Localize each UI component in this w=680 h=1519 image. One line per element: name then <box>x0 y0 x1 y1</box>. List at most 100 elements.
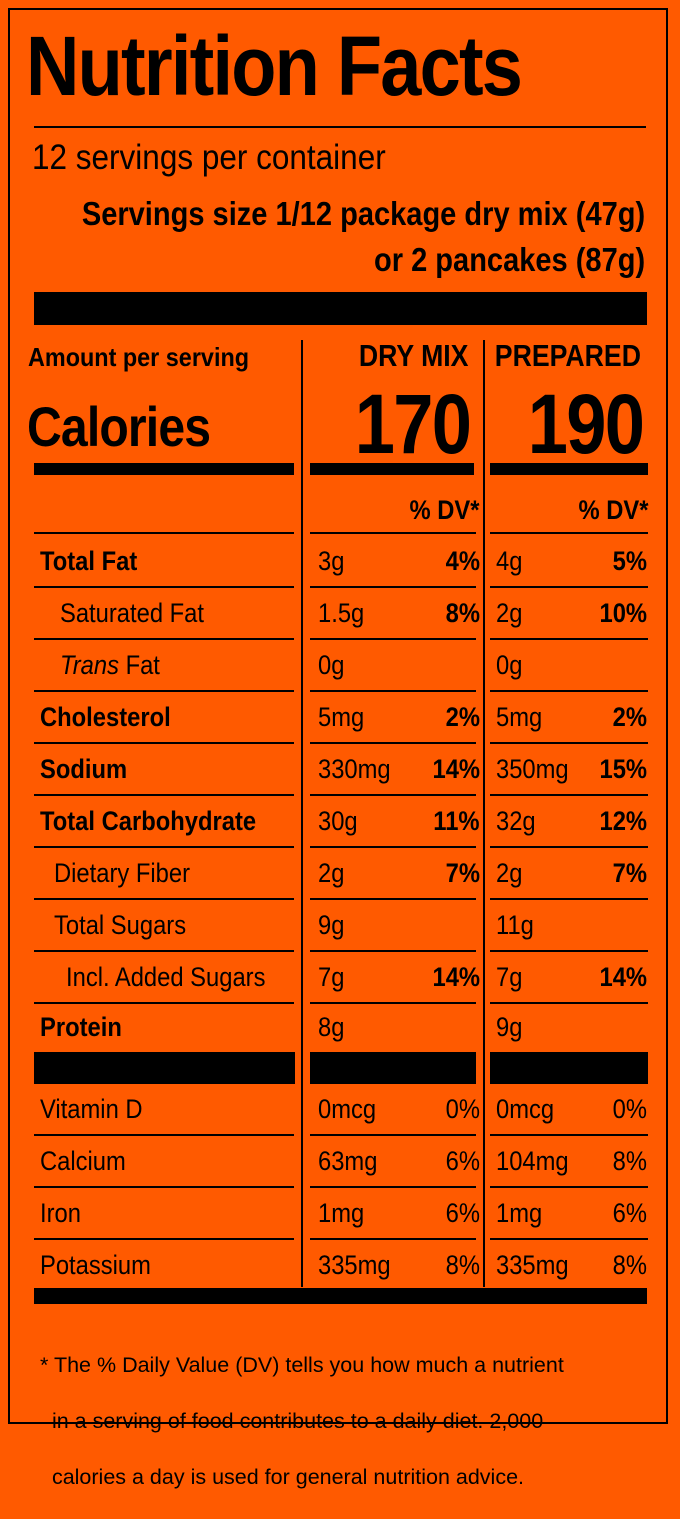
trans-label-rest: Fat <box>118 650 160 680</box>
nutrition-facts-panel <box>8 8 668 1424</box>
prepared-amount: 2g <box>496 858 523 888</box>
nutrient-label: Total Sugars <box>54 910 187 940</box>
row-divider <box>34 532 294 534</box>
vitamin-row-potassium: Potassium 335mg 8% 335mg 8% <box>0 1240 680 1292</box>
row-divider <box>310 532 476 534</box>
prepared-dv: 8% <box>612 1146 647 1176</box>
servings-per-container: 12 servings per container <box>32 138 386 177</box>
prepared-calories: 190 <box>527 377 645 471</box>
dry-mix-amount: 9g <box>318 910 345 940</box>
prepared-dv-header: % DV* <box>579 495 649 525</box>
nutrient-label: Protein <box>40 1012 122 1042</box>
prepared-amount: 335mg <box>496 1250 569 1280</box>
prepared-amount: 7g <box>496 962 523 992</box>
prepared-amount: 32g <box>496 806 536 836</box>
dry-mix-amount: 8g <box>318 1012 345 1042</box>
nutrient-row-total-carbohydrate: Total Carbohydrate 30g 11% 32g 12% <box>0 796 680 848</box>
calories-divider-dry <box>310 463 474 475</box>
dry-mix-amount: 30g <box>318 806 358 836</box>
prepared-amount: 350mg <box>496 754 569 784</box>
prepared-amount: 11g <box>496 910 534 940</box>
dry-mix-dv: 14% <box>432 754 480 784</box>
vitamin-label: Calcium <box>40 1146 126 1176</box>
prepared-amount: 5mg <box>496 702 543 732</box>
row-divider <box>490 532 648 534</box>
dry-mix-amount: 63mg <box>318 1146 378 1176</box>
nutrient-row-trans-fat: Trans Fat 0g 0g <box>0 640 680 692</box>
dry-mix-dv: 2% <box>445 702 480 732</box>
vitamin-row-calcium: Calcium 63mg 6% 104mg 8% <box>0 1136 680 1188</box>
dry-mix-dv: 14% <box>432 962 480 992</box>
footnote-line: in a serving of food contributes to a da… <box>40 1409 544 1433</box>
prepared-dv: 12% <box>599 806 647 836</box>
calories-divider-prepared <box>490 463 648 475</box>
column-separator-2 <box>483 340 485 1287</box>
prepared-dv: 8% <box>612 1250 647 1280</box>
footnote-line: * The % Daily Value (DV) tells you how m… <box>40 1353 564 1377</box>
dry-mix-dv-header: % DV* <box>410 495 480 525</box>
vitamin-label: Vitamin D <box>40 1094 143 1124</box>
title-divider <box>34 126 646 128</box>
calories-label: Calories <box>27 395 211 458</box>
nutrient-row-sodium: Sodium 330mg 14% 350mg 15% <box>0 744 680 796</box>
nutrient-label: Total Carbohydrate <box>40 806 257 836</box>
prepared-amount: 1mg <box>496 1198 543 1228</box>
thick-divider-bottom <box>34 1288 647 1304</box>
nutrient-row-added-sugars: Incl. Added Sugars 7g 14% 7g 14% <box>0 952 680 1004</box>
nutrient-label: Total Fat <box>40 546 138 576</box>
serving-size-line-1: Servings size 1/12 package dry mix (47g) <box>81 195 645 232</box>
nutrient-label: Saturated Fat <box>60 598 204 628</box>
prepared-amount: 4g <box>496 546 523 576</box>
dry-mix-amount: 7g <box>318 962 345 992</box>
serving-size-line-2: or 2 pancakes (87g) <box>373 241 645 278</box>
vitamin-row-vitamin-d: Vitamin D 0mcg 0% 0mcg 0% <box>0 1084 680 1136</box>
dry-mix-dv: 4% <box>445 546 480 576</box>
dry-mix-dv: 0% <box>445 1094 480 1124</box>
nutrient-label: Dietary Fiber <box>54 858 191 888</box>
prepared-amount: 2g <box>496 598 523 628</box>
nutrient-row-total-fat: Total Fat 3g 4% 4g 5% <box>0 536 680 588</box>
dry-mix-dv: 8% <box>445 598 480 628</box>
dry-mix-amount: 335mg <box>318 1250 391 1280</box>
trans-italic-label: Trans <box>60 650 119 680</box>
nutrient-label: Incl. Added Sugars <box>66 962 266 992</box>
dry-mix-amount: 0mcg <box>318 1094 377 1124</box>
prepared-dv: 14% <box>599 962 647 992</box>
dry-mix-amount: 5mg <box>318 702 365 732</box>
prepared-dv: 15% <box>599 754 647 784</box>
prepared-amount: 0g <box>496 650 523 680</box>
prepared-dv: 7% <box>612 858 647 888</box>
dry-mix-amount: 3g <box>318 546 345 576</box>
prepared-dv: 2% <box>612 702 647 732</box>
nutrient-row-cholesterol: Cholesterol 5mg 2% 5mg 2% <box>0 692 680 744</box>
prepared-dv: 0% <box>612 1094 647 1124</box>
thick-divider-top <box>34 292 647 325</box>
dry-mix-amount: 330mg <box>318 754 391 784</box>
prepared-amount: 104mg <box>496 1146 569 1176</box>
column-separator-1 <box>301 340 303 1287</box>
nutrient-row-total-sugars: Total Sugars 9g 11g <box>0 900 680 952</box>
amount-per-serving: Amount per serving <box>28 342 250 372</box>
nutrient-row-protein: Protein 8g 9g <box>0 1002 680 1054</box>
nutrient-label: Trans Fat <box>60 640 160 691</box>
dry-mix-dv: 6% <box>445 1198 480 1228</box>
dry-mix-amount: 1mg <box>318 1198 365 1228</box>
dry-mix-dv: 6% <box>445 1146 480 1176</box>
dry-mix-amount: 0g <box>318 650 345 680</box>
prepared-dv: 6% <box>612 1198 647 1228</box>
label-title: Nutrition Facts <box>26 19 523 113</box>
thick-divider-vitamins <box>490 1052 648 1084</box>
dry-mix-dv: 11% <box>433 806 480 836</box>
prepared-header: PREPARED <box>494 338 641 373</box>
prepared-amount: 0mcg <box>496 1094 555 1124</box>
dry-mix-amount: 2g <box>318 858 345 888</box>
thick-divider-vitamins <box>310 1052 476 1084</box>
nutrient-label: Sodium <box>40 754 128 784</box>
dry-mix-dv: 7% <box>445 858 480 888</box>
nutrient-label: Cholesterol <box>40 702 171 732</box>
daily-value-footnote: * The % Daily Value (DV) tells you how m… <box>40 1323 650 1519</box>
dry-mix-amount: 1.5g <box>318 598 365 628</box>
prepared-dv: 10% <box>599 598 647 628</box>
nutrient-row-saturated-fat: Saturated Fat 1.5g 8% 2g 10% <box>0 588 680 640</box>
footnote-line: calories a day is used for general nutri… <box>40 1465 525 1489</box>
